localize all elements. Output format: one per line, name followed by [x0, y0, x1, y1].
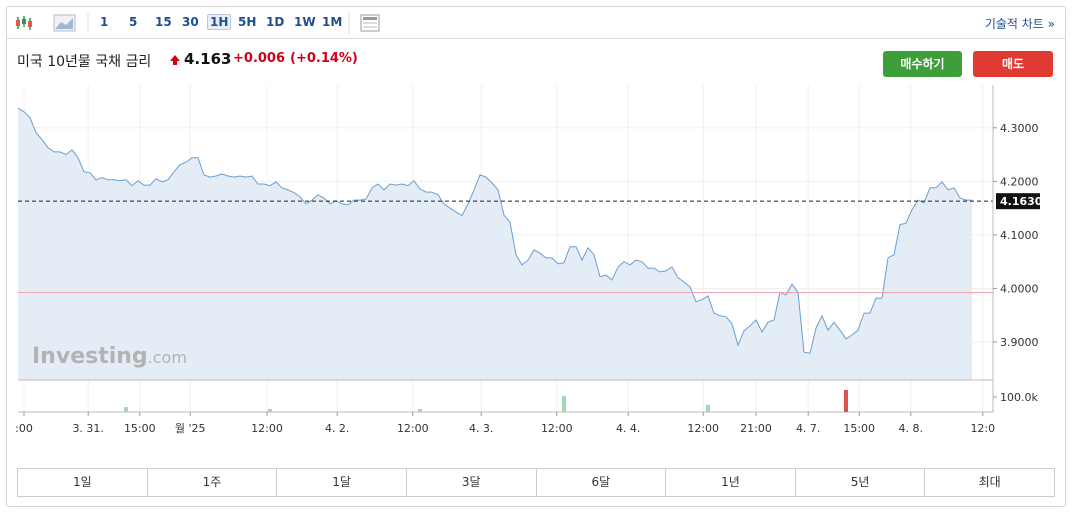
x-tick-label: 4. 4. [616, 422, 641, 435]
x-tick-label: 12:00 [687, 422, 719, 435]
interval-button[interactable]: 1M [322, 15, 343, 29]
instrument-title: 미국 10년물 국채 금리 [17, 54, 152, 70]
interval-button[interactable]: 1W [294, 15, 316, 29]
y-tick-label: 4.1000 [1000, 229, 1039, 242]
up-arrow [170, 55, 180, 65]
interval-button[interactable]: 5H [238, 15, 257, 29]
period-button[interactable]: 3달 [407, 469, 537, 496]
x-tick-label: 3. 31. [72, 422, 104, 435]
y-tick-label: 3.9000 [1000, 336, 1039, 349]
interval-button[interactable]: 1D [266, 15, 285, 29]
x-tick-label: 월 '25 [175, 422, 206, 435]
price-area [18, 108, 972, 380]
period-button[interactable]: 1주 [148, 469, 278, 496]
interval-button[interactable]: 5 [129, 15, 138, 29]
x-tick-label: 12:00 [541, 422, 573, 435]
current-price-tag [996, 193, 1040, 210]
volume-bar [268, 408, 272, 412]
watermark: Investing.com [32, 344, 187, 369]
chart: Investing.com 3.9000 4.0000 4.1000 4.2000 4.3… [15, 85, 1043, 435]
x-tick-label: 4. 2. [325, 422, 350, 435]
volume-bar [562, 395, 566, 412]
x-tick-label: 15:00 [843, 422, 875, 435]
y-tick-label: 4.0000 [1000, 282, 1039, 295]
period-button[interactable]: 5년 [796, 469, 926, 496]
price-change: +0.006 [233, 51, 286, 66]
period-bar: 1일 1주 1달 3달 6달 1년 5년 최대 [17, 468, 1055, 497]
x-tick-label: 12:0 [970, 422, 995, 435]
last-price: 4.163 [184, 50, 232, 68]
volume-bar [844, 389, 848, 412]
period-button[interactable]: 1년 [666, 469, 796, 496]
x-tick-label: 12:00 [397, 422, 429, 435]
interval-button[interactable]: 1H [207, 14, 232, 30]
volume-bar [124, 407, 128, 412]
buy-button[interactable]: 매수하기 [883, 51, 962, 77]
technical-chart-link[interactable]: 기술적 차트 » [984, 17, 1055, 31]
x-tick-label: 15:00 [124, 422, 156, 435]
price-line [17, 107, 972, 354]
period-button[interactable]: 6달 [537, 469, 667, 496]
x-tick-label: 21:00 [740, 422, 772, 435]
interval-button[interactable]: 30 [182, 15, 199, 29]
price-change-percent: (+0.14%) [290, 51, 358, 66]
volume-bar [418, 408, 422, 412]
x-tick-label: 12:00 [251, 422, 283, 435]
period-button[interactable]: 최대 [978, 475, 1001, 489]
x-tick-label: 4. 3. [469, 422, 494, 435]
watermark-part: Investing [32, 344, 148, 369]
volume-bar [706, 404, 710, 412]
x-tick-label: 4. 8. [899, 422, 924, 435]
volume-tick-label: 100.0k [1000, 391, 1038, 404]
table-icon[interactable] [347, 12, 387, 34]
interval-button[interactable]: 15 [155, 15, 172, 29]
toolbar: 1 5 15 30 1H 5H 1D 1W 1M 기술적 차트 » [7, 7, 1065, 39]
x-tick-label: 4. 7. [796, 422, 821, 435]
widget: 1 5 15 30 1H 5H 1D 1W 1M 기술적 차트 » 미국 10년물 국채 금리 … [6, 6, 1066, 507]
y-tick-label: 4.3000 [1000, 122, 1039, 135]
chart-type-icons[interactable] [15, 13, 95, 33]
period-button[interactable]: 1달 [277, 469, 407, 496]
current-price-label: 4.1630 [1000, 195, 1043, 208]
period-button[interactable]: 1일 [18, 469, 148, 496]
x-tick-label: :00 [15, 422, 33, 435]
y-tick-label: 4.2000 [1000, 175, 1039, 188]
interval-button[interactable]: 1 [100, 15, 109, 29]
watermark-part: .com [148, 348, 187, 367]
sell-button[interactable]: 매도 [973, 51, 1053, 77]
